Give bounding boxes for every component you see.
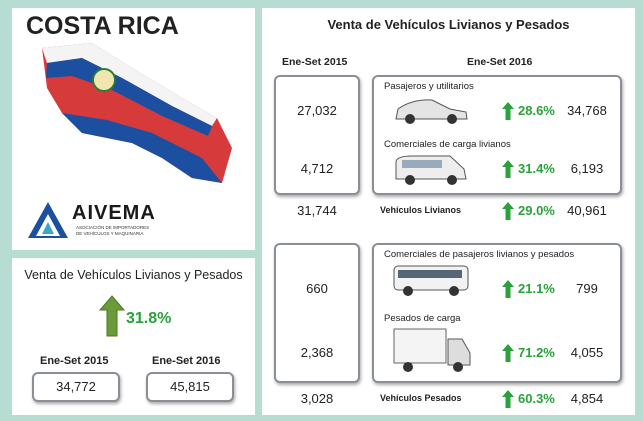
total-change: 29.0% bbox=[518, 203, 555, 218]
vehicle-icon bbox=[392, 327, 472, 378]
value-2015: 2,368 bbox=[300, 345, 334, 360]
period-value: 34,772 bbox=[56, 379, 96, 394]
vehicle-icon bbox=[392, 263, 472, 302]
period-label: Ene-Set 2015 bbox=[40, 355, 109, 367]
change: 31.4% bbox=[518, 161, 555, 176]
change: 71.2% bbox=[518, 345, 555, 360]
total-label: Vehículos Livianos bbox=[380, 205, 462, 215]
up-arrow bbox=[502, 160, 514, 183]
value-2016: 799 bbox=[576, 281, 598, 296]
total-2016: 40,961 bbox=[567, 203, 607, 218]
total-2015: 31,744 bbox=[297, 203, 337, 218]
value-2016: 34,768 bbox=[567, 103, 607, 118]
summary-panel: Venta de Vehículos Livianos y Pesados 31… bbox=[12, 258, 255, 415]
brand-panel: COSTA RICA AIVEMA ASOCIACIÓN DE IMPORTAD… bbox=[12, 8, 255, 250]
up-arrow bbox=[502, 390, 514, 413]
up-arrow bbox=[502, 344, 514, 367]
country: COSTA RICA bbox=[26, 12, 179, 40]
up-arrow bbox=[502, 202, 514, 225]
value-2015: 660 bbox=[306, 281, 328, 296]
total-2015: 3,028 bbox=[300, 391, 334, 406]
change: 28.6% bbox=[518, 103, 555, 118]
detail-panel: Venta de Vehículos Livianos y Pesados En… bbox=[262, 8, 635, 415]
logo: AIVEMA bbox=[72, 202, 156, 224]
total-change: 60.3% bbox=[518, 391, 555, 406]
row-label: Pasajeros y utilitarios bbox=[384, 81, 474, 92]
total-2016: 4,854 bbox=[570, 391, 604, 406]
value-2016: 6,193 bbox=[570, 161, 604, 176]
row-label: Comerciales de carga livianos bbox=[384, 139, 511, 150]
value-2016: 4,055 bbox=[570, 345, 604, 360]
row-label: Comerciales de pasajeros livianos y pesa… bbox=[384, 249, 575, 260]
value-box bbox=[32, 372, 120, 402]
detail-title: Venta de Vehículos Livianos y Pesados bbox=[327, 17, 570, 32]
value-2015: 27,032 bbox=[297, 103, 337, 118]
period-label: Ene-Set 2016 bbox=[152, 355, 221, 367]
vehicle-icon bbox=[392, 153, 470, 190]
value-box bbox=[274, 75, 360, 195]
value-box bbox=[146, 372, 234, 402]
change: 21.1% bbox=[518, 281, 555, 296]
total-label: Vehículos Pesados bbox=[380, 393, 462, 403]
up-arrow bbox=[502, 102, 514, 125]
map bbox=[42, 43, 232, 183]
logo-icon bbox=[28, 202, 68, 238]
period-header: Ene-Set 2016 bbox=[467, 56, 533, 68]
value-box bbox=[274, 243, 360, 383]
logo-subtitle: DE VEHÍCULOS Y MAQUINARIA bbox=[76, 231, 144, 236]
up-arrow bbox=[98, 295, 126, 337]
row-label: Pesados de carga bbox=[384, 313, 461, 324]
up-arrow bbox=[502, 280, 514, 303]
period-value: 45,815 bbox=[170, 379, 210, 394]
value-2015: 4,712 bbox=[300, 161, 334, 176]
logo-subtitle: ASOCIACIÓN DE IMPORTADORES bbox=[76, 225, 150, 230]
period-header: Ene-Set 2015 bbox=[282, 56, 348, 68]
vehicle-icon bbox=[392, 95, 470, 130]
summary-change: 31.8% bbox=[126, 310, 172, 327]
summary-title: Venta de Vehículos Livianos y Pesados bbox=[24, 268, 243, 282]
